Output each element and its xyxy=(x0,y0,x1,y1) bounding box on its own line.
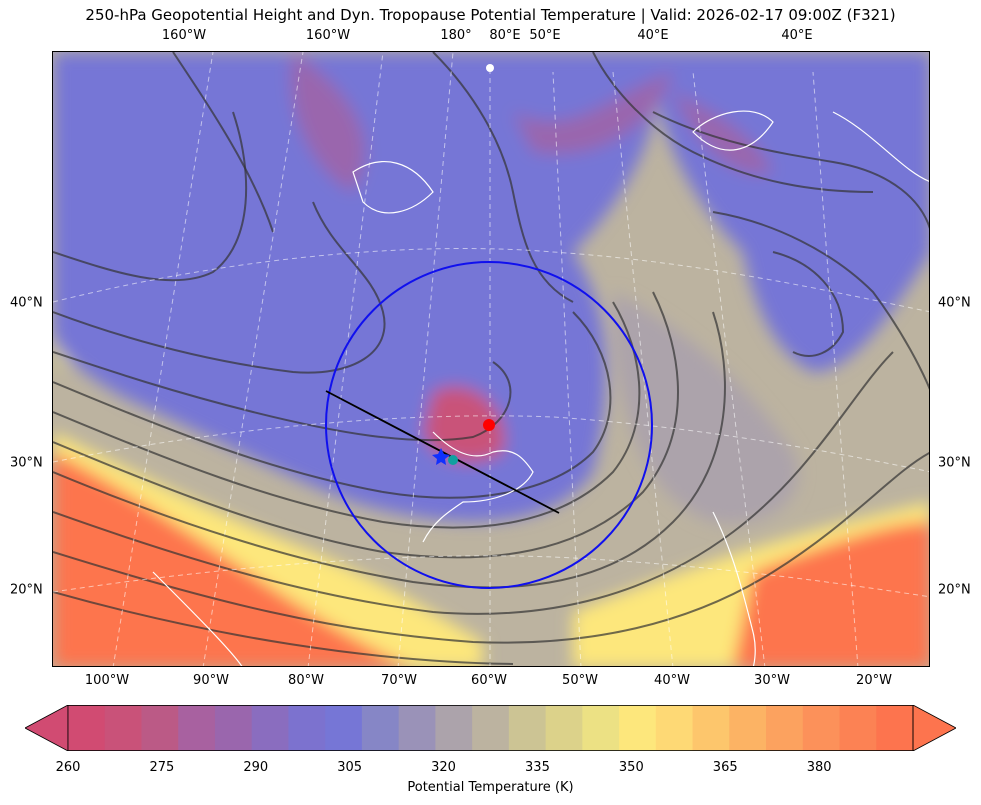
bottom-lon-label: 50°W xyxy=(562,673,598,688)
bottom-lon-label: 20°W xyxy=(856,673,892,688)
colorbar-tick-label: 305 xyxy=(337,760,363,775)
left-lat-label: 40°N xyxy=(10,295,43,311)
storm-center-marker xyxy=(483,419,495,431)
colorbar-label: Potential Temperature (K) xyxy=(407,780,574,795)
colorbar-tick-label: 275 xyxy=(149,760,175,775)
analysis-circle xyxy=(325,261,653,589)
colorbar-tick-label: 335 xyxy=(525,760,550,775)
left-lat-label: 20°N xyxy=(10,582,43,598)
top-lon-label: 40°E xyxy=(637,28,669,43)
top-lon-label: 50°E xyxy=(529,28,561,43)
colorbar-segment xyxy=(655,705,694,751)
bottom-lon-label: 80°W xyxy=(288,673,324,688)
colorbar-extend-max xyxy=(912,705,956,751)
map-canvas xyxy=(53,52,929,666)
right-lat-label: 40°N xyxy=(938,295,971,311)
colorbar-segment xyxy=(104,705,142,751)
colorbar-segment xyxy=(545,705,583,751)
cyan-marker xyxy=(448,455,458,465)
bottom-lon-label: 100°W xyxy=(84,673,130,688)
colorbar-tick-label: 290 xyxy=(243,760,269,775)
map-title: 250-hPa Geopotential Height and Dyn. Tro… xyxy=(85,6,896,24)
colorbar-segment xyxy=(582,705,620,751)
right-lat-label: 30°N xyxy=(938,455,971,471)
colorbar-segment xyxy=(472,705,510,751)
bottom-lon-label: 30°W xyxy=(754,673,790,688)
colorbar-segment xyxy=(508,705,547,751)
colorbar-segment xyxy=(141,705,179,751)
top-lon-label: 80°E xyxy=(489,28,521,43)
pole-marker xyxy=(486,64,494,72)
colorbar-tick-label: 380 xyxy=(806,760,832,775)
colorbar-segment xyxy=(214,705,253,751)
top-lon-label: 160°W xyxy=(161,28,207,43)
colorbar-segment xyxy=(839,705,877,751)
colorbar-segment xyxy=(802,705,841,751)
colorbar-tick-label: 350 xyxy=(618,760,644,775)
colorbar-tick-label: 260 xyxy=(55,760,81,775)
left-lat-label: 30°N xyxy=(10,455,43,471)
colorbar-segment xyxy=(288,705,326,751)
colorbar-segment xyxy=(692,705,730,751)
bottom-lon-label: 40°W xyxy=(654,673,690,688)
colorbar-segment xyxy=(435,705,473,751)
colorbar-segment xyxy=(68,705,106,751)
right-lat-label: 20°N xyxy=(938,582,971,598)
colorbar-segment xyxy=(766,705,804,751)
map-panel[interactable] xyxy=(52,51,930,667)
coastlines xyxy=(152,110,929,666)
bottom-lon-label: 60°W xyxy=(471,673,507,688)
colorbar-segment xyxy=(398,705,436,751)
top-lon-label: 160°W xyxy=(305,28,351,43)
colorbar-segment xyxy=(178,705,216,751)
height-contours xyxy=(53,52,929,665)
top-lon-label: 40°E xyxy=(781,28,813,43)
colorbar-segment xyxy=(876,705,914,751)
graticule xyxy=(53,52,929,666)
colorbar-segment xyxy=(729,705,767,751)
star-marker xyxy=(432,448,450,465)
colorbar-segment xyxy=(325,705,363,751)
top-lon-label: 180° xyxy=(440,28,472,43)
colorbar-extend-min xyxy=(25,705,69,751)
colorbar-tick-label: 320 xyxy=(431,760,456,775)
bottom-lon-label: 70°W xyxy=(381,673,417,688)
colorbar xyxy=(25,705,956,751)
colorbar-segment xyxy=(619,705,657,751)
colorbar-tick-label: 365 xyxy=(712,760,738,775)
bottom-lon-label: 90°W xyxy=(193,673,229,688)
colorbar-segment xyxy=(251,705,289,751)
colorbar-segment xyxy=(361,705,400,751)
